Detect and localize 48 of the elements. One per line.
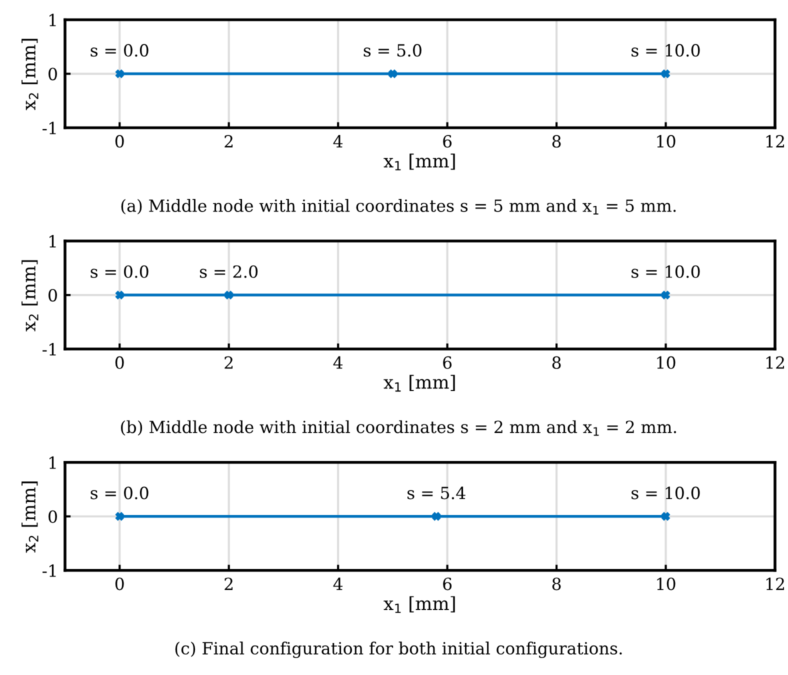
x-tick-label: 0 <box>115 356 124 369</box>
x-tick-label: 2 <box>224 356 233 369</box>
annotation: s = 5.0 <box>364 44 422 57</box>
x-tick-label: 8 <box>552 356 561 369</box>
text: (c) Final configuration for both initial configurations. <box>175 642 622 658</box>
x-tick-label: 4 <box>333 578 343 590</box>
annotation: s = 10.0 <box>632 486 700 500</box>
x-tick-label: 10 <box>657 135 676 148</box>
y-tick-label: 1 <box>49 456 56 469</box>
x-axis-title: x$_{1}$ [mm] <box>384 154 455 170</box>
x-tick-label: 2 <box>224 135 233 148</box>
y-axis-title: x$_{2}$ [mm] <box>22 260 38 332</box>
y-axis-title: x$_{2}$ [mm] <box>22 482 38 553</box>
y-tick-label: -1 <box>42 343 56 356</box>
x-tick-label: 0 <box>115 135 124 148</box>
x-tick-label: 8 <box>552 135 561 148</box>
x-tick-label: 6 <box>443 356 452 369</box>
x-tick-label: 4 <box>333 135 343 148</box>
text: (a) Middle node with initial coordinates s = 5 mm and x$_{1}$ = 5 mm. <box>121 199 676 214</box>
annotation: s = 10.0 <box>632 44 700 57</box>
x-tick-label: 0 <box>115 578 124 590</box>
annotation: s = 2.0 <box>200 265 258 278</box>
x-tick-label: 8 <box>552 578 561 590</box>
y-axis-title: x$_{2}$ [mm] <box>22 38 38 110</box>
x-tick-label: 12 <box>766 356 784 369</box>
text: (b) Middle node with initial coordinates s = 2 mm and x$_{1}$ = 2 mm. <box>121 420 676 436</box>
annotation: s = 5.4 <box>408 486 466 500</box>
x-axis-title: x$_{1}$ [mm] <box>384 374 455 392</box>
x-tick-label: 6 <box>443 578 452 590</box>
y-tick-label: -1 <box>42 564 56 577</box>
x-tick-label: 12 <box>766 578 784 590</box>
y-tick-label: 1 <box>49 14 56 26</box>
y-tick-label: -1 <box>42 122 56 134</box>
x-tick-label: 4 <box>333 356 343 369</box>
annotation: s = 0.0 <box>90 44 148 57</box>
x-tick-label: 10 <box>657 356 676 369</box>
x-tick-label: 12 <box>766 135 784 148</box>
y-tick-label: 0 <box>48 289 57 302</box>
y-tick-label: 1 <box>49 235 56 248</box>
annotation: s = 10.0 <box>632 265 700 278</box>
annotation: s = 0.0 <box>90 265 148 278</box>
x-axis-title: x$_{1}$ [mm] <box>384 596 455 613</box>
x-tick-label: 6 <box>443 135 452 148</box>
x-tick-label: 10 <box>657 578 676 590</box>
y-tick-label: 0 <box>48 510 57 523</box>
annotation: s = 0.0 <box>90 486 148 500</box>
x-tick-label: 2 <box>224 578 233 590</box>
y-tick-label: 0 <box>48 68 57 80</box>
